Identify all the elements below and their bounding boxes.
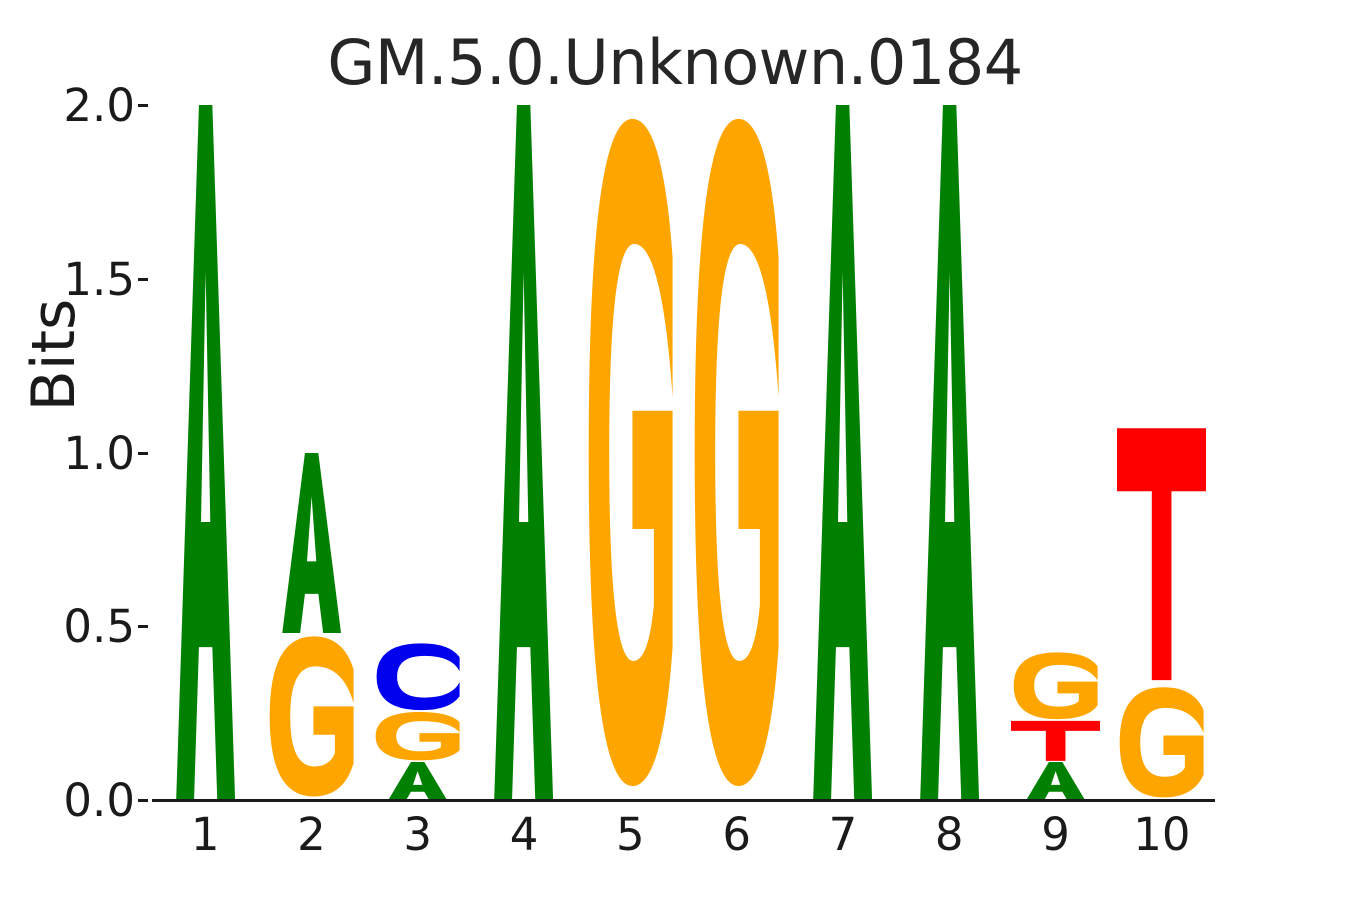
logo-letter-A-pos-2: [267, 452, 356, 634]
y-tick-mark: [138, 625, 148, 629]
x-axis-line: [152, 799, 1215, 802]
logo-letter-G-pos-6: [692, 105, 781, 800]
y-tick-label: 0.5: [63, 600, 135, 654]
logo-letter-A-pos-9: [1011, 761, 1100, 800]
page-title: GM.5.0.Unknown.0184: [327, 26, 1023, 99]
logo-stack-position-7: [798, 105, 887, 800]
logo-stack-position-5: [586, 105, 675, 800]
y-tick-label: 1.0: [63, 426, 135, 480]
logo-stack-position-2: [267, 105, 356, 800]
logo-letter-A-pos-8: [905, 105, 994, 800]
y-tick-label: 1.5: [63, 252, 135, 306]
logo-stack-position-3: [373, 105, 462, 800]
logo-letter-G-pos-5: [586, 105, 675, 800]
y-tick-label: 2.0: [63, 79, 135, 132]
x-tick-label-1: 1: [190, 808, 220, 861]
x-tick-label-9: 9: [1041, 808, 1070, 861]
x-tick-label-6: 6: [722, 808, 751, 861]
logo-letter-T-pos-10: [1117, 423, 1207, 685]
logo-letter-A-pos-7: [798, 105, 887, 800]
logo-letter-A-pos-4: [479, 105, 568, 800]
logo-letter-G-pos-9: [1011, 651, 1100, 721]
x-tick-label-5: 5: [616, 808, 645, 861]
x-tick-label-2: 2: [297, 808, 326, 861]
logo-letter-G-pos-2: [267, 633, 356, 800]
y-axis-ticks: 0.0 0.5 1.0 1.5 2.0: [0, 0, 135, 900]
logo-stack-position-9: [1010, 105, 1101, 800]
plot-area: [152, 105, 1215, 800]
logo-letter-G-pos-3: [373, 711, 462, 761]
logo-stack-position-4: [479, 105, 568, 800]
logo-stack-position-6: [692, 105, 781, 800]
y-tick-mark: [138, 277, 148, 281]
y-tick-label: 0.0: [63, 774, 135, 827]
logo-letter-A-pos-3: [373, 761, 462, 800]
x-tick-label-3: 3: [403, 808, 433, 861]
x-tick-label-4: 4: [509, 808, 539, 861]
x-tick-label-7: 7: [828, 808, 858, 861]
logo-stack-position-10: [1117, 105, 1207, 800]
logo-stack-position-1: [161, 105, 250, 800]
logo-letter-C-pos-3: [373, 642, 462, 712]
y-tick-mark: [138, 799, 148, 802]
x-tick-label-8: 8: [934, 808, 964, 861]
logo-letter-A-pos-1: [161, 105, 250, 800]
logo-letter-G-pos-10: [1117, 685, 1206, 800]
logo-stack-position-8: [905, 105, 994, 800]
y-tick-mark: [138, 451, 148, 455]
x-tick-label-10: 10: [1133, 808, 1191, 861]
logo-letter-T-pos-9: [1010, 720, 1101, 762]
y-tick-mark: [138, 104, 148, 107]
